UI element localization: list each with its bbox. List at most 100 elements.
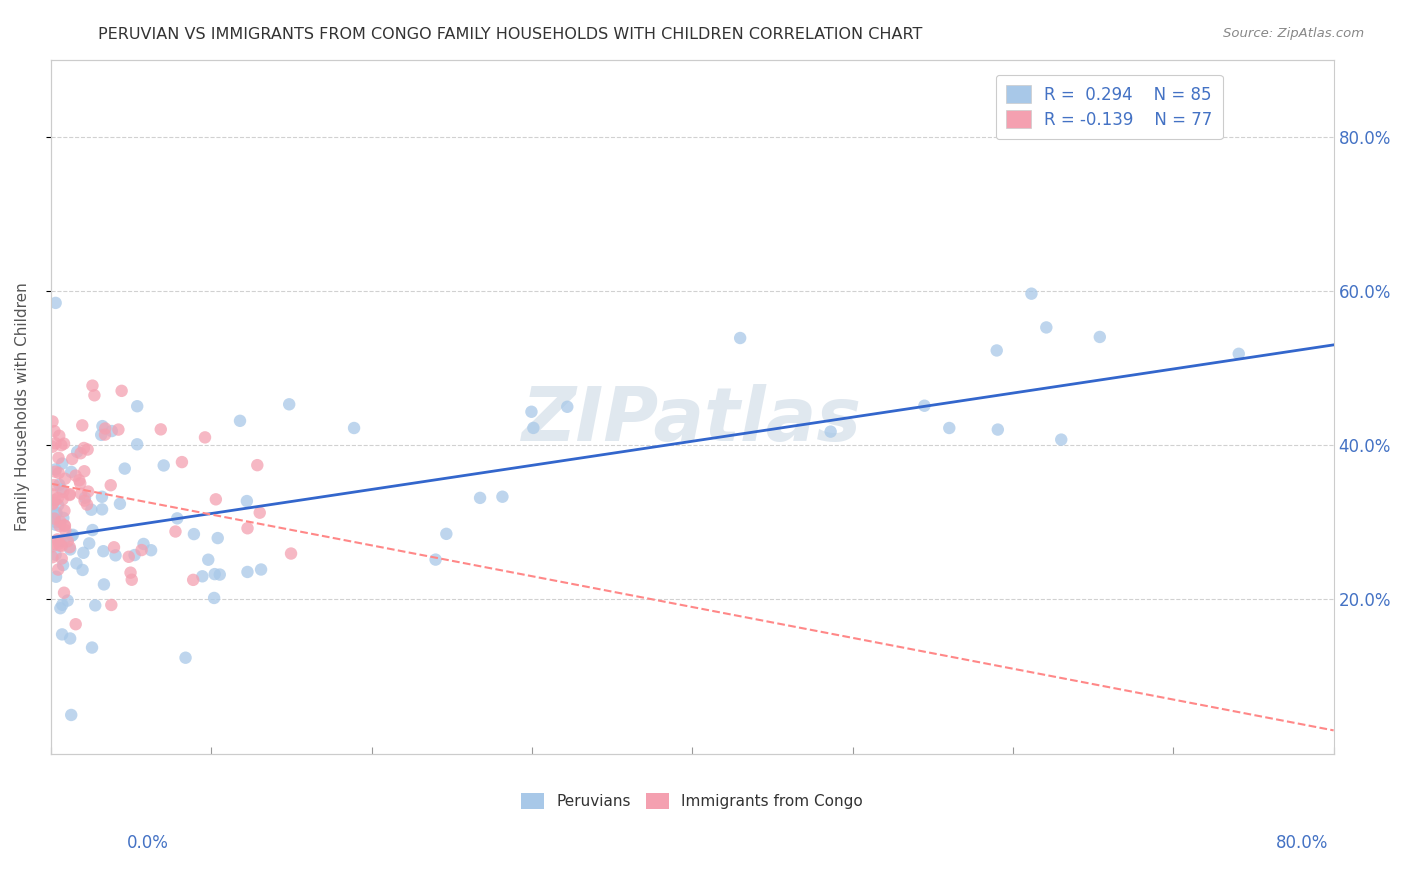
- Point: [45, 548, 67, 562]
- Point: [45, 296, 67, 310]
- Point: [491, 490, 513, 504]
- Point: [41, 497, 63, 511]
- Point: [41, 487, 63, 501]
- Point: [72, 418, 94, 433]
- Point: [728, 331, 751, 345]
- Point: [77, 484, 100, 499]
- Point: [44, 424, 66, 438]
- Point: [59, 542, 82, 557]
- Point: [48, 536, 70, 550]
- Point: [111, 384, 134, 398]
- Text: 0.0%: 0.0%: [127, 834, 169, 852]
- Point: [80, 640, 103, 655]
- Point: [49, 534, 72, 549]
- Point: [41, 415, 63, 429]
- Point: [58, 488, 80, 502]
- Point: [51, 492, 73, 507]
- Point: [52, 484, 75, 499]
- Point: [165, 524, 187, 539]
- Point: [236, 565, 259, 579]
- Point: [82, 378, 104, 392]
- Point: [53, 518, 76, 533]
- Point: [100, 598, 122, 612]
- Point: [52, 511, 75, 525]
- Point: [91, 419, 114, 434]
- Point: [44, 511, 66, 525]
- Point: [77, 536, 100, 550]
- Point: [83, 388, 105, 402]
- Point: [41, 440, 63, 454]
- Point: [250, 562, 273, 576]
- Point: [249, 506, 271, 520]
- Point: [62, 528, 84, 542]
- Point: [82, 523, 104, 537]
- Point: [1050, 433, 1073, 447]
- Point: [60, 465, 83, 479]
- Point: [938, 421, 960, 435]
- Point: [101, 424, 124, 438]
- Point: [65, 617, 87, 632]
- Point: [72, 563, 94, 577]
- Point: [51, 627, 73, 641]
- Point: [56, 534, 79, 549]
- Point: [48, 450, 70, 465]
- Point: [66, 445, 89, 459]
- Point: [45, 570, 67, 584]
- Point: [246, 458, 269, 472]
- Point: [53, 518, 76, 533]
- Text: Source: ZipAtlas.com: Source: ZipAtlas.com: [1223, 27, 1364, 40]
- Point: [44, 493, 66, 508]
- Point: [343, 421, 366, 435]
- Point: [53, 504, 76, 518]
- Point: [174, 650, 197, 665]
- Point: [84, 599, 107, 613]
- Point: [46, 563, 69, 577]
- Point: [41, 539, 63, 553]
- Point: [49, 539, 72, 553]
- Point: [152, 458, 174, 473]
- Point: [46, 498, 69, 512]
- Point: [131, 543, 153, 558]
- Point: [94, 421, 117, 435]
- Point: [41, 550, 63, 565]
- Point: [46, 491, 69, 505]
- Point: [434, 526, 457, 541]
- Point: [51, 438, 73, 452]
- Point: [118, 549, 141, 564]
- Point: [65, 468, 87, 483]
- Point: [522, 421, 544, 435]
- Point: [44, 465, 66, 479]
- Point: [207, 531, 229, 545]
- Point: [1021, 286, 1043, 301]
- Point: [69, 476, 91, 491]
- Point: [45, 515, 67, 529]
- Point: [53, 533, 76, 547]
- Point: [912, 399, 935, 413]
- Point: [132, 537, 155, 551]
- Point: [48, 429, 70, 443]
- Point: [555, 400, 578, 414]
- Point: [90, 428, 112, 442]
- Point: [205, 492, 228, 507]
- Point: [51, 551, 73, 566]
- Point: [49, 601, 72, 615]
- Y-axis label: Family Households with Children: Family Households with Children: [15, 282, 30, 531]
- Point: [197, 552, 219, 566]
- Point: [73, 491, 96, 505]
- Point: [236, 521, 259, 535]
- Text: ZIPatlas: ZIPatlas: [522, 384, 862, 457]
- Point: [149, 422, 172, 436]
- Point: [51, 539, 73, 553]
- Point: [46, 533, 69, 547]
- Point: [127, 437, 149, 451]
- Point: [166, 511, 188, 525]
- Text: 80.0%: 80.0%: [1277, 834, 1329, 852]
- Point: [73, 464, 96, 478]
- Point: [67, 473, 90, 487]
- Point: [45, 506, 67, 520]
- Point: [91, 490, 114, 504]
- Point: [91, 544, 114, 558]
- Point: [53, 472, 76, 486]
- Point: [107, 423, 129, 437]
- Point: [72, 546, 94, 560]
